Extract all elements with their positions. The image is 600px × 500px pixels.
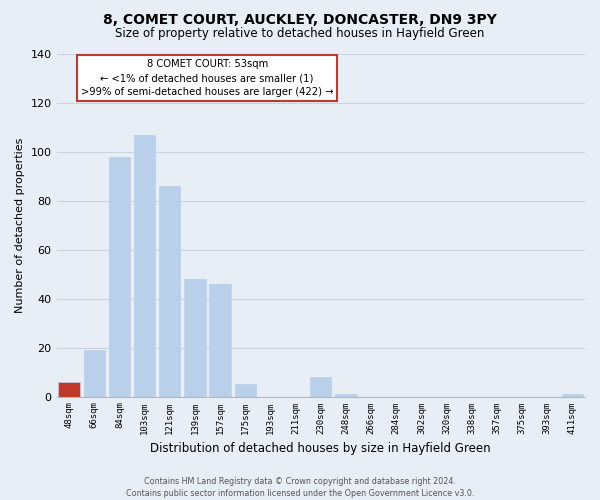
Bar bbox=[562, 394, 583, 396]
Bar bbox=[159, 186, 181, 396]
Bar bbox=[235, 384, 256, 396]
Bar bbox=[310, 377, 331, 396]
X-axis label: Distribution of detached houses by size in Hayfield Green: Distribution of detached houses by size … bbox=[151, 442, 491, 455]
Bar bbox=[184, 279, 206, 396]
Text: 8 COMET COURT: 53sqm
← <1% of detached houses are smaller (1)
>99% of semi-detac: 8 COMET COURT: 53sqm ← <1% of detached h… bbox=[81, 59, 334, 97]
Bar bbox=[335, 394, 356, 396]
Bar bbox=[134, 134, 155, 396]
Bar bbox=[209, 284, 231, 397]
Bar bbox=[83, 350, 105, 397]
Bar bbox=[58, 382, 80, 396]
Bar bbox=[109, 157, 130, 396]
Y-axis label: Number of detached properties: Number of detached properties bbox=[15, 138, 25, 313]
Text: 8, COMET COURT, AUCKLEY, DONCASTER, DN9 3PY: 8, COMET COURT, AUCKLEY, DONCASTER, DN9 … bbox=[103, 12, 497, 26]
Text: Size of property relative to detached houses in Hayfield Green: Size of property relative to detached ho… bbox=[115, 28, 485, 40]
Text: Contains HM Land Registry data © Crown copyright and database right 2024.
Contai: Contains HM Land Registry data © Crown c… bbox=[126, 476, 474, 498]
